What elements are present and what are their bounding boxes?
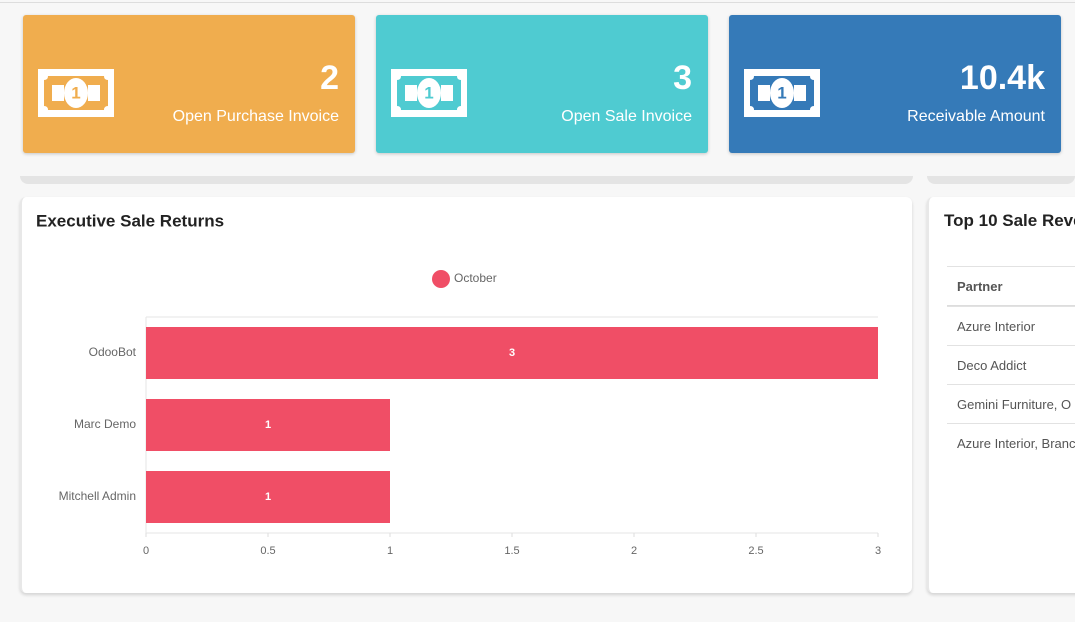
table-cell: Azure Interior, Branc bbox=[957, 436, 1075, 451]
divider bbox=[0, 2, 1075, 3]
table-row: Gemini Furniture, O bbox=[947, 384, 1075, 424]
table-row: Deco Addict bbox=[947, 345, 1075, 385]
x-tick-label: 3 bbox=[875, 545, 881, 557]
data-label: 1 bbox=[265, 419, 271, 431]
money-icon: 1 bbox=[391, 69, 467, 117]
table-cell: Deco Addict bbox=[957, 358, 1027, 373]
y-tick-label: OdooBot bbox=[89, 345, 137, 359]
money-icon: 1 bbox=[744, 69, 820, 117]
chart-title: Executive Sale Returns bbox=[36, 211, 224, 230]
shadow-strip bbox=[20, 176, 913, 184]
bar bbox=[146, 471, 390, 523]
bar bbox=[146, 327, 878, 379]
svg-text:1: 1 bbox=[777, 83, 786, 102]
table-panel bbox=[927, 197, 1075, 593]
y-tick-label: Mitchell Admin bbox=[59, 489, 136, 503]
data-label: 3 bbox=[509, 347, 515, 359]
x-tick-label: 0.5 bbox=[260, 545, 275, 557]
y-tick-label: Marc Demo bbox=[74, 417, 136, 431]
card-label: Open Sale Invoice bbox=[561, 108, 692, 125]
card-value: 10.4k bbox=[959, 59, 1045, 97]
chart-panel bbox=[20, 197, 912, 593]
table-cell: Azure Interior bbox=[957, 319, 1036, 334]
table-cell: Gemini Furniture, O bbox=[957, 397, 1072, 412]
chart: Executive Sale Returns 0 0.5 1 1.5 2 2.5 3 Octo… bbox=[36, 211, 881, 557]
stat-card: 1 10.4k Receivable Amount bbox=[729, 15, 1061, 153]
x-tick-label: 2 bbox=[631, 545, 637, 557]
card-value: 2 bbox=[320, 59, 339, 97]
x-tick-label: 0 bbox=[143, 545, 149, 557]
table-row: Azure Interior, Branc bbox=[947, 423, 1075, 463]
svg-text:1: 1 bbox=[424, 83, 433, 102]
money-icon: 1 bbox=[38, 69, 114, 117]
legend-label: October bbox=[454, 271, 497, 285]
x-tick-label: 2.5 bbox=[748, 545, 763, 557]
card-label: Receivable Amount bbox=[907, 108, 1045, 125]
shadow-strip bbox=[927, 176, 1075, 184]
header-cell: Partner bbox=[957, 279, 1003, 294]
data-label: 1 bbox=[265, 491, 271, 503]
card-label: Open Purchase Invoice bbox=[172, 108, 339, 125]
x-tick-label: 1 bbox=[387, 545, 393, 557]
bar bbox=[146, 399, 390, 451]
stat-card: 1 3 Open Sale Invoice bbox=[376, 15, 708, 153]
table-row: Azure Interior bbox=[947, 306, 1075, 346]
table-title: Top 10 Sale Reve bbox=[944, 211, 1075, 230]
stat-card: 1 2 Open Purchase Invoice bbox=[23, 15, 355, 153]
legend-marker bbox=[432, 270, 450, 288]
card-value: 3 bbox=[673, 59, 692, 97]
svg-text:1: 1 bbox=[71, 83, 80, 102]
table-header: Partner bbox=[947, 266, 1075, 306]
x-tick-label: 1.5 bbox=[504, 545, 519, 557]
